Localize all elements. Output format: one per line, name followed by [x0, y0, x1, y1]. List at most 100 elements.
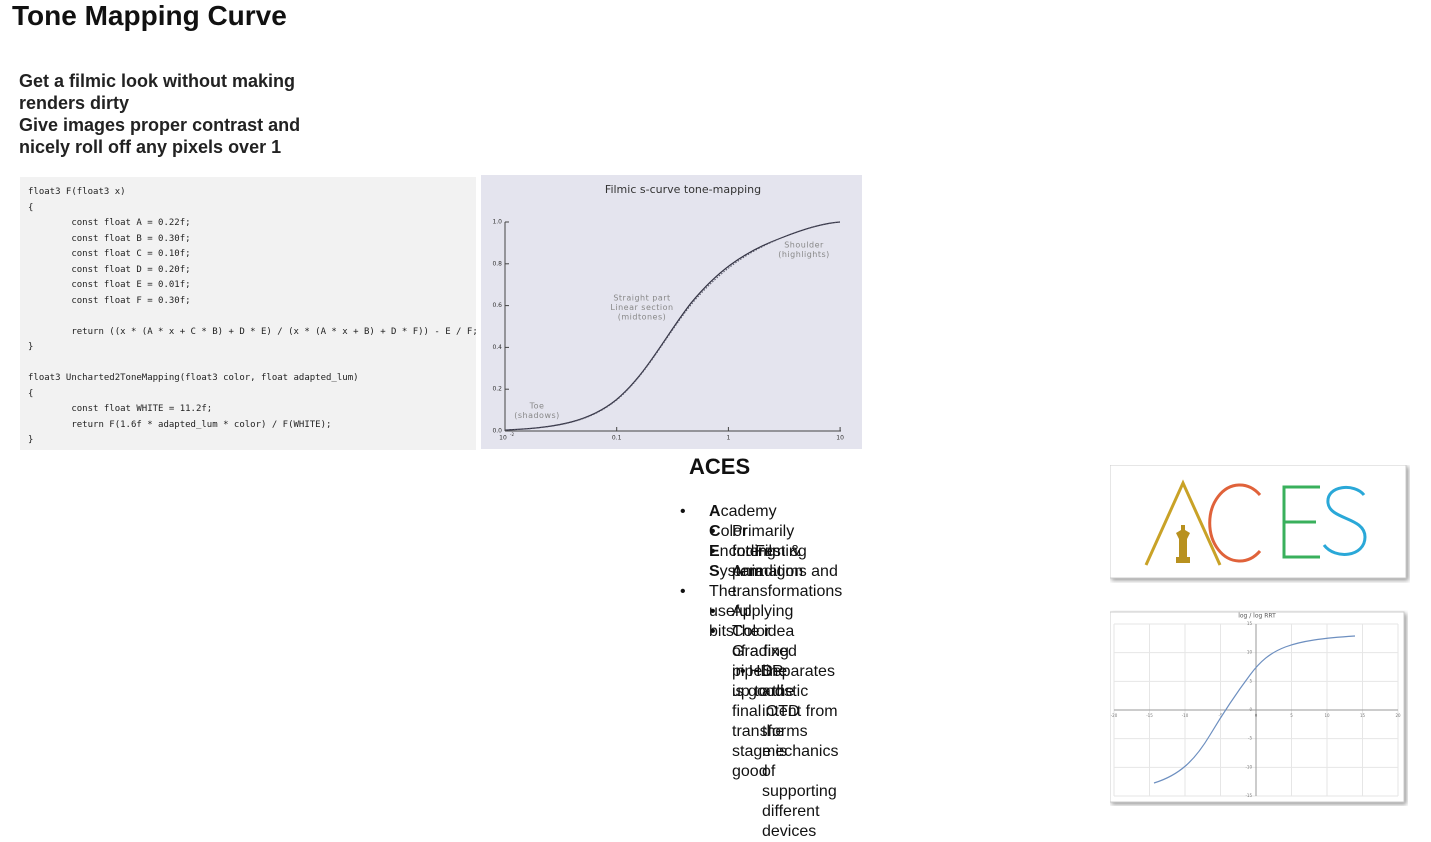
code-line [20, 356, 476, 372]
code-block: float3 F(float3 x) { const float A = 0.22… [20, 177, 478, 450]
x-tick-label: 1 [726, 435, 730, 442]
x-tick-label: 10 [836, 435, 844, 442]
annotation: Shoulder [784, 241, 824, 250]
annotation: Straight part [613, 294, 670, 303]
bullet: • [710, 543, 716, 560]
bullet: • [710, 523, 716, 540]
bullet: • [680, 583, 686, 600]
y-tick-label: 15 [1247, 621, 1253, 626]
logo-a [1144, 479, 1222, 566]
chart-title: Filmic s-curve tone-mapping [605, 183, 761, 196]
bullet: • [710, 603, 716, 620]
intro-text: Get a filmic look without making renders … [19, 70, 300, 158]
x-tick-label: 5 [1290, 713, 1293, 718]
text-part: A [709, 503, 721, 520]
x-tick-exp: -2 [510, 432, 514, 437]
curve-dotted [504, 221, 841, 431]
text-part: ncoding [719, 543, 776, 560]
logo-e [1282, 485, 1320, 559]
code-line: const float F = 0.30f; [28, 295, 191, 306]
text-line: Interesting paradigms and transformation… [732, 543, 843, 600]
intro-line: Give images proper contrast and [19, 115, 301, 135]
y-tick-label: -15 [1245, 793, 1252, 798]
code-line: { [28, 202, 34, 213]
x-tick-label: 15 [1360, 713, 1366, 718]
x-tick-label: -15 [1146, 713, 1153, 718]
bullet-text: Applying Color Grading in HDR is good [732, 602, 793, 702]
code-line: } [28, 342, 34, 352]
intro-line: renders dirty [19, 93, 130, 113]
bullet: • [680, 503, 686, 520]
y-tick-label: 1.0 [492, 219, 502, 226]
intro-line: Get a filmic look without making [19, 71, 296, 91]
filmic-chart: Filmic s-curve tone-mapping 1.0 0.8 0.6 0.4… [481, 175, 862, 449]
text-part: cademy [720, 503, 777, 520]
bullet-text: Separates artistic intent from the mecha… [762, 662, 838, 842]
x-tick-label: 10 [499, 435, 507, 442]
code-line: float3 F(float3 x) [28, 187, 126, 197]
chart-title: log / log RRT [1238, 613, 1276, 620]
bullet-text: The idea of a fixed pipeline up to the f… [732, 622, 808, 782]
bullet-text: Academy Color Encoding System [709, 502, 777, 582]
text-line: transforms stage is good [732, 723, 808, 780]
bullet: • [740, 663, 746, 680]
code-line: { [28, 388, 34, 399]
bullet-text: Interesting paradigms and transformation… [732, 542, 842, 602]
code-line [20, 309, 476, 325]
x-tick-label: -20 [1111, 713, 1118, 718]
y-tick-label: 0.4 [492, 344, 502, 351]
text-line: supporting different devices [762, 783, 837, 840]
code-line: } [28, 435, 34, 445]
logo-c [1208, 483, 1262, 563]
text-part: E [709, 543, 720, 560]
code-line: return F(1.6f * adapted_lum * color) / F… [28, 419, 332, 430]
text-part: ystem [719, 563, 763, 580]
text-part: C [709, 523, 721, 540]
y-tick-label: 10 [1247, 650, 1253, 655]
aces-logo [1110, 465, 1407, 579]
y-tick-label: 0.8 [492, 260, 502, 267]
code-line: const float A = 0.22f; [28, 218, 191, 228]
slide: Tone Mapping Curve Get a filmic look wit… [12, 0, 1407, 840]
code-line: const float E = 0.01f; [28, 280, 191, 290]
annotation: Linear section [610, 303, 673, 312]
x-tick-label: -10 [1182, 713, 1189, 718]
chart-frame [1110, 611, 1405, 803]
code-line: const float D = 0.20f; [28, 264, 191, 275]
section-heading: ACES [689, 454, 751, 479]
bullet: • [710, 623, 716, 640]
annotation: (shadows) [514, 411, 560, 420]
text-line: The idea of a fixed pipeline up to the f… [732, 623, 800, 720]
text-part: olor [720, 523, 748, 540]
annotation: Toe [529, 402, 545, 411]
rrt-chart: log / log RRT -20-15-10-505101520151050-… [1110, 611, 1405, 803]
code-line: const float WHITE = 11.2f; [28, 404, 213, 414]
code-line: const float B = 0.30f; [28, 233, 191, 244]
annotation: (highlights) [778, 250, 830, 259]
y-tick-label: 0.2 [492, 386, 502, 393]
code-line: float3 Uncharted2ToneMapping(float3 colo… [28, 373, 359, 383]
annotation: (midtones) [618, 313, 667, 322]
logo-statue [1176, 525, 1190, 563]
bullet-text: The useful bits [709, 582, 752, 642]
y-tick-label: -10 [1245, 764, 1252, 769]
intro-line: nicely roll off any pixels over 1 [19, 137, 282, 157]
rrt-curve [1153, 635, 1356, 784]
code-line: const float C = 0.10f; [28, 249, 191, 259]
text-line: Separates artistic intent from the mecha… [762, 663, 839, 780]
text-line: The useful bits [709, 583, 752, 640]
y-tick-label: -5 [1248, 736, 1252, 741]
bullet-text: Primarily for Film & Animation [732, 522, 803, 582]
y-tick-label: 0.0 [492, 428, 502, 435]
y-tick-label: 0.6 [492, 302, 502, 309]
y-tick-label: 5 [1249, 678, 1252, 683]
code-line: return ((x * (A * x + C * B) + D * E) / … [28, 326, 478, 337]
logo-frame [1110, 465, 1407, 579]
text-line: Primarily for Film & Animation [732, 523, 804, 580]
text-part: S [709, 563, 720, 580]
slide-title: Tone Mapping Curve [12, 0, 287, 31]
x-tick-label: 10 [1324, 713, 1330, 718]
chart-bg [481, 175, 862, 449]
logo-s [1322, 486, 1367, 556]
x-tick-label: 20 [1395, 713, 1401, 718]
